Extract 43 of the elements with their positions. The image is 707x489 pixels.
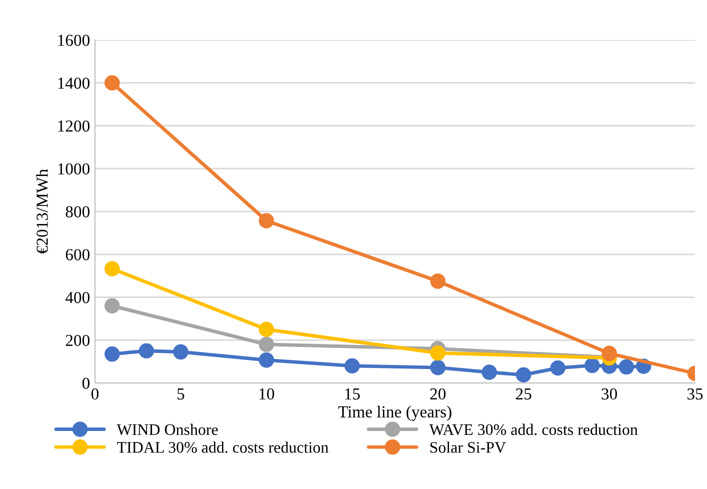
point [258,336,274,352]
point [344,358,360,374]
point [104,261,120,276]
y-tick-label: 1600 [58,34,90,46]
point [602,346,617,362]
legend-label: WAVE 30% add. costs reduction [429,424,638,436]
point [516,367,532,382]
point [173,344,188,360]
point [104,346,120,362]
y-tick-label: 400 [65,292,90,304]
point [104,298,120,314]
y-tick-label: 1000 [58,163,90,175]
point [584,358,600,374]
x-tick-label: 10 [260,388,274,400]
y-tick-label: 200 [66,334,90,346]
x-tick-label: 20 [430,388,446,400]
x-tick-label: 0 [91,388,99,400]
point [258,352,274,368]
y-axis-title: €2013/MWh [36,169,48,254]
point [618,359,634,375]
x-tick-label: 5 [178,388,184,400]
point [482,364,497,380]
y-tick-label: 800 [66,206,90,218]
legend-label: TIDAL 30% add. costs reduction [117,442,328,453]
x-tick-label: 15 [345,388,360,400]
y-tick-label: 600 [66,249,90,260]
x-tick-label: 30 [602,388,617,400]
point [550,360,566,376]
y-tick-label: 0 [82,378,90,389]
point [258,213,274,228]
point [104,75,120,91]
x-tick-label: 35 [687,388,703,400]
point [430,274,446,289]
point [430,345,446,361]
point [138,343,154,358]
x-axis-title: Time line (years) [338,406,452,421]
y-tick-label: 1400 [58,78,90,89]
legend-label: WIND Onshore [116,424,218,436]
y-tick-label: 1200 [58,120,90,132]
x-tick-label: 25 [516,388,532,400]
point [258,322,274,338]
legend-label: Solar Si-PV [430,442,506,453]
point [430,360,446,376]
